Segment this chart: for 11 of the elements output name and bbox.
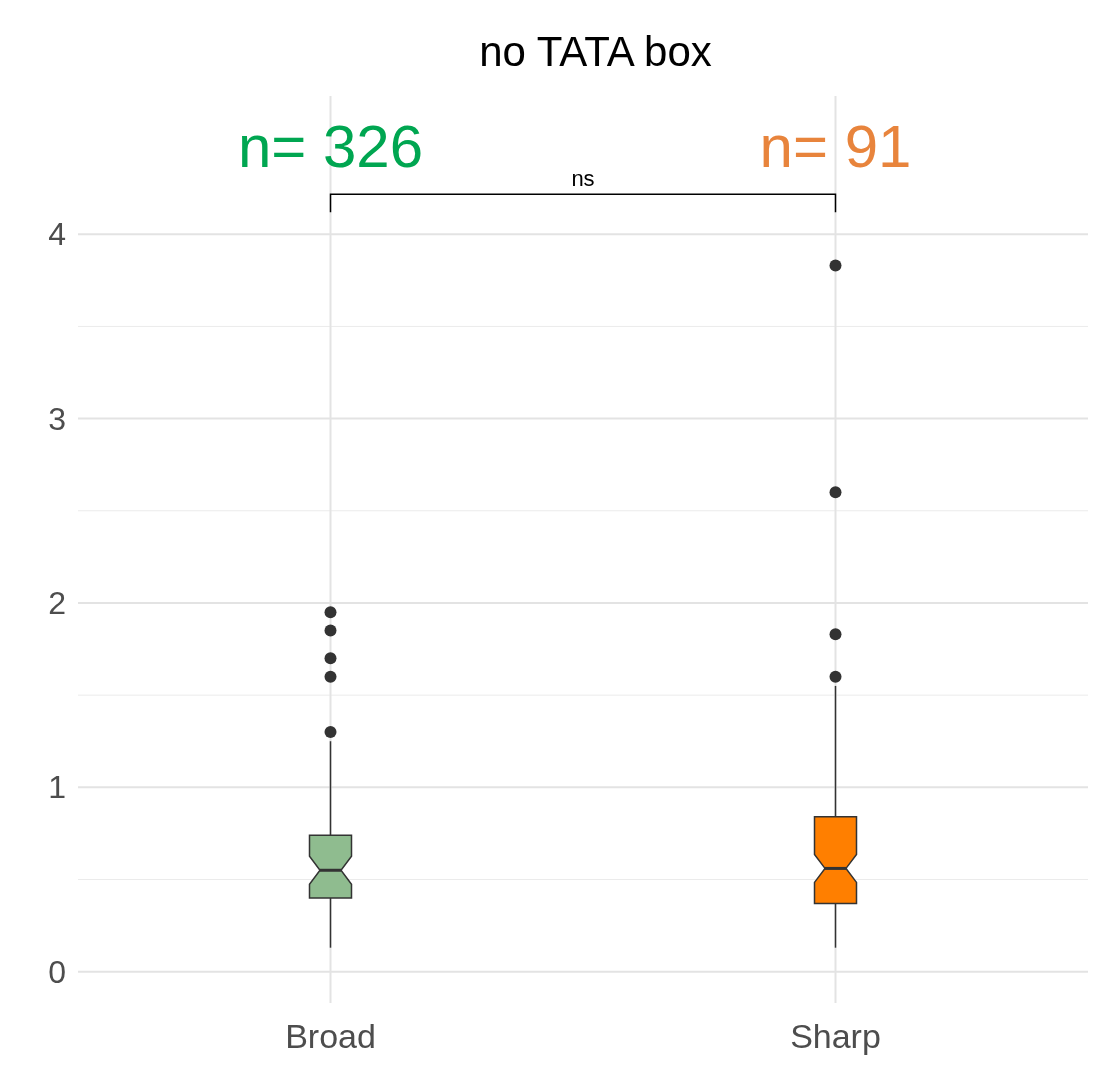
annotation: n= 326: [237, 112, 424, 180]
annotation: ns: [571, 166, 595, 192]
chart-title: no TATA box: [479, 28, 712, 75]
y-tick-label: 3: [48, 400, 66, 437]
annotation: n= 91: [759, 112, 912, 180]
y-tick-label: 2: [48, 584, 66, 621]
x-tick-label: Broad: [285, 1017, 376, 1055]
y-tick-label: 1: [48, 769, 66, 806]
y-tick-label: 4: [48, 216, 66, 253]
x-tick-label: Sharp: [790, 1017, 881, 1055]
y-tick-label: 0: [48, 953, 66, 990]
